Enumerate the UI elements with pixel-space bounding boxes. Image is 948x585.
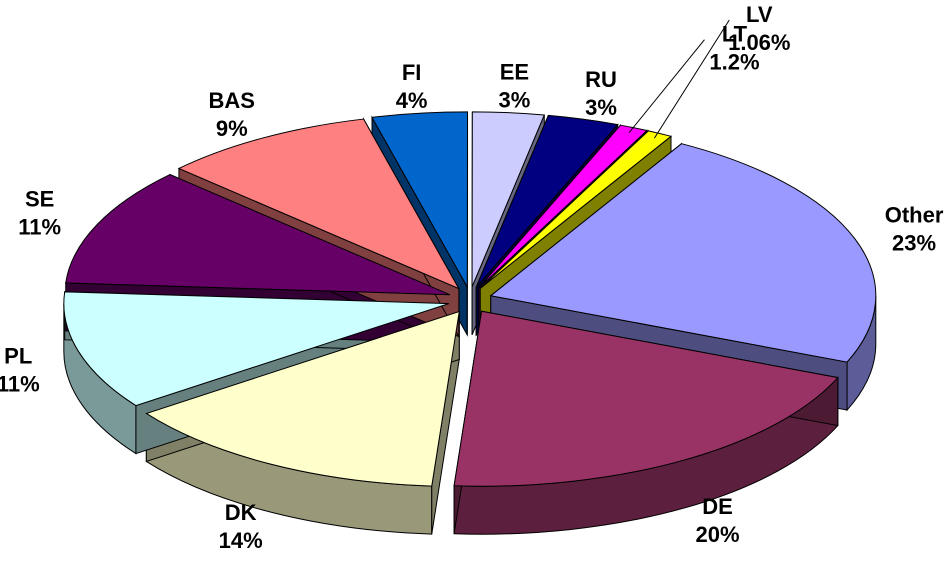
value-label: 1.2% — [709, 50, 759, 75]
category-label: LV — [746, 2, 773, 27]
slice — [453, 310, 839, 487]
category-label: EE — [500, 59, 529, 84]
category-label: Other — [885, 202, 944, 227]
category-label: FI — [402, 60, 422, 85]
slice — [475, 114, 619, 288]
slice — [478, 124, 649, 289]
slice — [479, 130, 673, 289]
slice — [145, 310, 460, 487]
value-label: 11% — [18, 214, 61, 239]
category-label: BAS — [209, 88, 255, 113]
slice — [471, 111, 546, 288]
value-label: 23% — [892, 230, 936, 255]
value-label: 3% — [585, 95, 617, 120]
category-label: SE — [25, 186, 54, 211]
category-label: RU — [585, 67, 617, 92]
category-label: DE — [702, 494, 733, 519]
slice — [63, 291, 449, 407]
value-label: 4% — [396, 88, 428, 113]
value-label: 3% — [499, 87, 531, 112]
leader-line — [653, 19, 730, 139]
slice — [65, 174, 451, 296]
slice — [371, 111, 469, 289]
leader-line — [628, 39, 705, 133]
category-label: DK — [225, 500, 257, 525]
value-label: 20% — [696, 522, 740, 547]
pie-tops — [63, 111, 877, 487]
value-label: 1.06% — [728, 30, 790, 55]
category-label: PL — [4, 343, 32, 368]
value-label: 9% — [216, 116, 248, 141]
labels: FI4%EE3%RU3%LT1.2%LV1.06%Other23%DE20%DK… — [0, 2, 944, 553]
slice — [177, 118, 460, 290]
value-label: 14% — [219, 528, 263, 553]
slice — [489, 143, 877, 363]
value-label: 11% — [0, 371, 40, 396]
